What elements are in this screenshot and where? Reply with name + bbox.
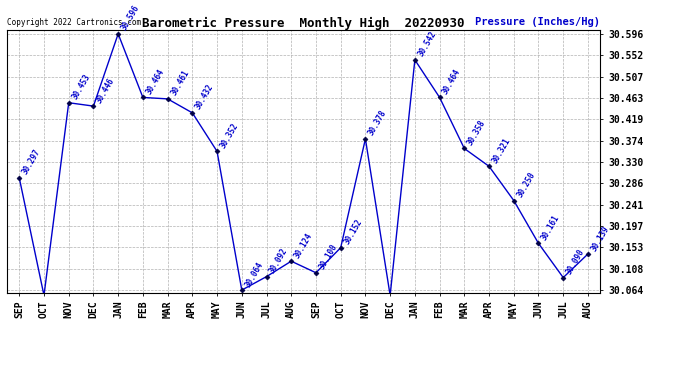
Text: 30.461: 30.461	[169, 69, 190, 98]
Text: 30.100: 30.100	[317, 243, 339, 272]
Text: 30.352: 30.352	[219, 122, 240, 150]
Text: 30.321: 30.321	[491, 136, 512, 165]
Text: 30.250: 30.250	[515, 171, 537, 199]
Text: 30.542: 30.542	[416, 30, 438, 58]
Text: 30.453: 30.453	[70, 73, 92, 101]
Text: 30.092: 30.092	[268, 247, 290, 275]
Text: 30.464: 30.464	[441, 68, 463, 96]
Text: 30.152: 30.152	[342, 218, 364, 246]
Text: Copyright 2022 Cartronics.com: Copyright 2022 Cartronics.com	[7, 18, 141, 27]
Text: 30.064: 30.064	[243, 260, 265, 289]
Text: 30.464: 30.464	[144, 68, 166, 96]
Text: 30.358: 30.358	[466, 118, 487, 147]
Text: 30.139: 30.139	[589, 224, 611, 253]
Text: 30.432: 30.432	[194, 83, 215, 111]
Text: 30.596: 30.596	[119, 4, 141, 33]
Text: 30.446: 30.446	[95, 76, 117, 105]
Text: 30.053: 30.053	[0, 374, 1, 375]
Text: Pressure (Inches/Hg): Pressure (Inches/Hg)	[475, 17, 600, 27]
Text: 30.053: 30.053	[0, 374, 1, 375]
Text: 30.378: 30.378	[367, 109, 388, 138]
Text: 30.161: 30.161	[540, 213, 562, 242]
Title: Barometric Pressure  Monthly High  20220930: Barometric Pressure Monthly High 2022093…	[142, 17, 465, 30]
Text: 30.297: 30.297	[21, 148, 42, 177]
Text: 30.124: 30.124	[293, 231, 315, 260]
Text: 30.090: 30.090	[564, 248, 586, 276]
